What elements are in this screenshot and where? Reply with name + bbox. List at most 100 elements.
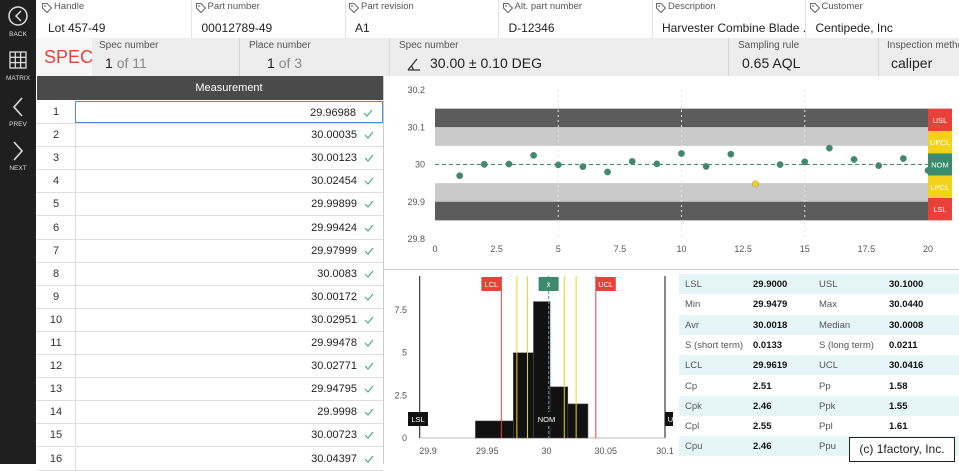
next-label: NEXT: [0, 165, 36, 172]
next-button[interactable]: NEXT: [0, 134, 36, 174]
y-tick-label: 29.8: [407, 234, 425, 244]
stat-label: S (long term): [819, 340, 874, 351]
prev-label: PREV: [0, 121, 36, 128]
check-mark: [365, 178, 373, 184]
measurement-value: 29.9998: [317, 406, 357, 418]
inspection-method-label: Inspection method: [887, 40, 959, 51]
field-label: Part number: [208, 1, 260, 12]
data-point: [530, 152, 536, 158]
data-point: [580, 163, 586, 169]
limit-label: LSL: [933, 205, 946, 214]
measurement-cell: 30.00172: [75, 286, 383, 308]
stat-value: 30.0416: [889, 360, 923, 371]
data-point: [506, 161, 512, 167]
prev-button[interactable]: PREV: [0, 90, 36, 130]
tag-shape: [43, 4, 52, 13]
check-icon: [364, 361, 374, 371]
stat-value: 0.0133: [753, 340, 782, 351]
field-value: D-12346: [509, 21, 555, 35]
limit-label: UPCL: [930, 138, 950, 147]
limit-label: LPCL: [931, 183, 950, 192]
measurement-cell: 29.96988: [75, 101, 383, 123]
measurement-value: 30.00035: [311, 129, 357, 141]
measurement-value: 29.99899: [311, 198, 357, 210]
histogram: LCLUCLx̄LSLNOMUSL02.557.529.929.953030.0…: [383, 270, 673, 464]
stat-value: 2.46: [753, 441, 772, 452]
data-point: [728, 151, 734, 157]
tag-hole: [44, 5, 46, 7]
sampling-rule-value: 0.65 AQL: [742, 55, 800, 71]
data-point: [678, 150, 684, 156]
measurement-cell: 29.94795: [75, 378, 383, 400]
data-point: [555, 162, 561, 168]
tag-icon: [348, 2, 360, 14]
measurement-value: 29.99478: [311, 337, 357, 349]
spec-total: of 11: [117, 55, 147, 71]
check-icon: [364, 338, 374, 348]
histogram-bar: [475, 421, 513, 438]
y-tick-label: 0: [402, 433, 407, 443]
limit-label: NOM: [931, 161, 949, 170]
limit-label: USL: [933, 116, 948, 125]
y-tick-label: 30.1: [407, 122, 425, 132]
row-number: 16: [37, 453, 75, 465]
check-mark: [365, 317, 373, 323]
x-tick-label: 0: [432, 244, 437, 254]
y-tick-label: 29.9: [407, 197, 425, 207]
next-icon: [0, 134, 36, 164]
check-mark: [365, 132, 373, 138]
stat-label: Avr: [685, 320, 699, 331]
data-point: [703, 163, 709, 169]
stat-value: 1.61: [889, 421, 908, 432]
x-tick-label: 20: [923, 244, 933, 254]
stat-value: 1.58: [889, 381, 908, 392]
row-number: 6: [37, 222, 75, 234]
measurement-value: 30.02454: [311, 175, 357, 187]
y-tick-label: 30.2: [407, 85, 425, 95]
back-button[interactable]: BACK: [0, 0, 36, 40]
row-number: 9: [37, 291, 75, 303]
measurement-cell: 29.99424: [75, 217, 383, 239]
data-point: [752, 181, 758, 187]
matrix-button[interactable]: MATRIX: [0, 44, 36, 84]
stat-label: Max: [819, 299, 837, 310]
place-index: 1: [267, 55, 275, 71]
table-row[interactable]: 16 30.04397: [37, 448, 383, 471]
row-number: 13: [37, 383, 75, 395]
back-icon: [0, 0, 36, 30]
stat-value: 29.9000: [753, 279, 787, 290]
measurement-value: 30.04397: [311, 453, 357, 465]
check-mark: [365, 340, 373, 346]
row-number: 1: [37, 106, 75, 118]
divider: [239, 38, 240, 76]
y-tick-label: 2.5: [394, 390, 407, 400]
data-point: [802, 159, 808, 165]
measurement-value: 30.0083: [317, 268, 357, 280]
check-icon: [364, 199, 374, 209]
tag-shape: [196, 4, 205, 13]
